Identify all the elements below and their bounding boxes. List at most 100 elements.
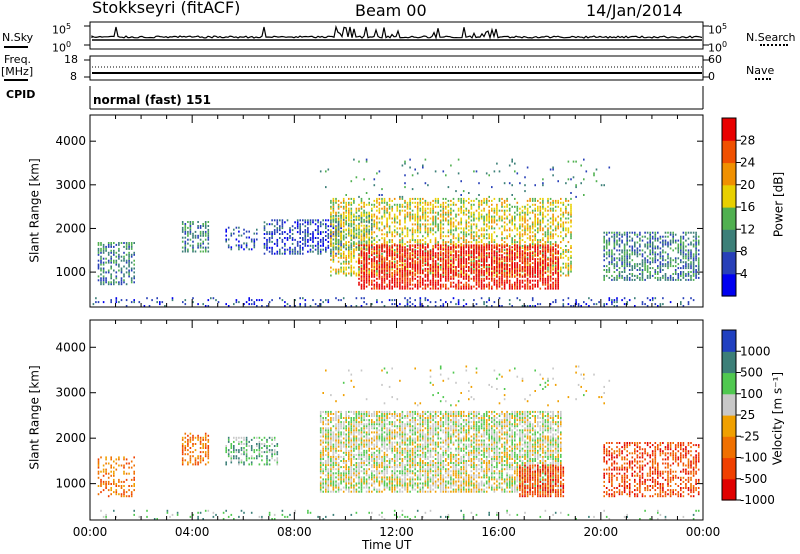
heatmap-cell-power: [330, 241, 332, 244]
heatmap-cell-power: [342, 262, 345, 265]
heatmap-cell-power: [514, 205, 516, 208]
heatmap-cell-power: [432, 277, 434, 280]
heatmap-cell-power: [373, 269, 376, 272]
heatmap-cell-power: [445, 219, 447, 222]
heatmap-cell-power: [641, 276, 644, 279]
heatmap-cell-power: [511, 217, 513, 220]
heatmap-cell-power: [427, 207, 429, 210]
heatmap-cell-power: [348, 222, 350, 225]
heatmap-cell-power: [416, 285, 419, 288]
heatmap-cell-power: [399, 205, 401, 208]
heatmap-cell-power: [646, 267, 649, 270]
heatmap-cell-power: [503, 281, 506, 284]
heatmap-cell-power: [445, 285, 447, 288]
heatmap-cell-power: [611, 251, 613, 254]
heatmap-cell-power: [434, 283, 437, 286]
heatmap-cell-power: [396, 264, 399, 267]
heatmap-cell-power: [547, 279, 549, 282]
heatmap-cell-power: [511, 252, 513, 255]
heatmap-cell-power: [473, 299, 475, 302]
heatmap-cell-power: [345, 236, 347, 239]
heatmap-cell-power: [404, 285, 406, 288]
heatmap-cell-power: [503, 264, 506, 266]
heatmap-cell-power: [488, 225, 490, 228]
nsearch-tick-bottom: 100: [708, 40, 728, 55]
heatmap-cell-power: [294, 299, 296, 302]
heatmap-cell-power: [452, 246, 455, 249]
heatmap-cell-power: [105, 271, 107, 274]
heatmap-cell-power: [401, 243, 404, 246]
heatmap-cell-power: [514, 252, 516, 255]
heatmap-cell-power: [381, 248, 383, 251]
heatmap-cell-power: [514, 271, 516, 274]
heatmap-cell-power: [429, 283, 432, 286]
heatmap-cell-power: [659, 237, 662, 240]
heatmap-cell-power: [519, 233, 521, 236]
heatmap-cell-power: [488, 243, 490, 246]
heatmap-cell-power: [245, 244, 248, 247]
heatmap-cell-power: [273, 231, 276, 234]
heatmap-cell-power: [547, 268, 549, 271]
heatmap-cell-power: [531, 225, 534, 228]
heatmap-cell-power: [483, 269, 485, 272]
heatmap-cell-power: [465, 250, 468, 253]
heatmap-cell-power: [409, 213, 411, 216]
heatmap-cell-power: [491, 270, 493, 273]
heatmap-cell-power: [547, 246, 549, 249]
heatmap-cell-power: [355, 216, 358, 219]
heatmap-cell-power: [419, 207, 422, 210]
heatmap-cell-power: [567, 262, 570, 265]
heatmap-cell-power: [411, 233, 414, 236]
heatmap-cell-power: [348, 248, 350, 251]
heatmap-cell-power: [355, 209, 358, 212]
heatmap-cell-power: [651, 251, 654, 254]
heatmap-cell-power: [557, 215, 559, 218]
heatmap-cell-power: [271, 231, 273, 234]
heatmap-cell-power: [386, 266, 388, 268]
heatmap-cell-power: [363, 287, 365, 290]
heatmap-cell-power: [437, 269, 439, 272]
heatmap-cell-power: [383, 256, 386, 259]
heatmap-cell-power: [570, 250, 572, 253]
heatmap-cell-power: [514, 241, 516, 244]
heatmap-cell-power: [240, 244, 243, 247]
heatmap-cell-power: [621, 276, 623, 279]
heatmap-cell-power: [636, 253, 639, 256]
heatmap-cell-power: [616, 265, 618, 268]
heatmap-cell-power: [452, 201, 455, 204]
heatmap-cell-power: [669, 278, 672, 281]
heatmap-cell-power: [649, 273, 651, 275]
heatmap-cell-power: [358, 252, 360, 255]
heatmap-cell-power: [434, 223, 437, 226]
heatmap-cell-power: [365, 203, 368, 206]
heatmap-cell-power: [388, 248, 391, 251]
heatmap-cell-power: [365, 220, 368, 223]
heatmap-cell-power: [611, 255, 613, 258]
heatmap-cell-power: [539, 244, 542, 247]
heatmap-cell-power: [373, 266, 376, 268]
heatmap-cell-power: [411, 275, 414, 278]
heatmap-cell-power: [391, 250, 393, 253]
heatmap-cell-power: [386, 252, 388, 255]
heatmap-cell-power: [416, 254, 419, 257]
heatmap-cell-power: [113, 259, 115, 262]
heatmap-cell-power: [570, 305, 572, 307]
heatmap-cell-power: [376, 244, 378, 247]
heatmap-cell-power: [447, 287, 450, 290]
heatmap-cell-power: [416, 219, 419, 222]
heatmap-cell-power: [378, 258, 381, 261]
heatmap-cell-power: [406, 205, 409, 208]
heatmap-cell-power: [391, 277, 393, 280]
heatmap-cell-power: [376, 272, 378, 275]
heatmap-cell-power: [373, 285, 376, 288]
heatmap-cell-power: [537, 279, 539, 282]
heatmap-cell-power: [608, 263, 611, 266]
heatmap-cell-power: [674, 273, 677, 275]
heatmap-cell-power: [268, 237, 271, 239]
heatmap-cell-power: [317, 229, 319, 232]
heatmap-cell-power: [539, 225, 542, 228]
heatmap-cell-power: [549, 237, 552, 240]
heatmap-cell-power: [618, 253, 621, 256]
heatmap-cell-power: [508, 281, 511, 284]
heatmap-cell-power: [419, 254, 422, 257]
